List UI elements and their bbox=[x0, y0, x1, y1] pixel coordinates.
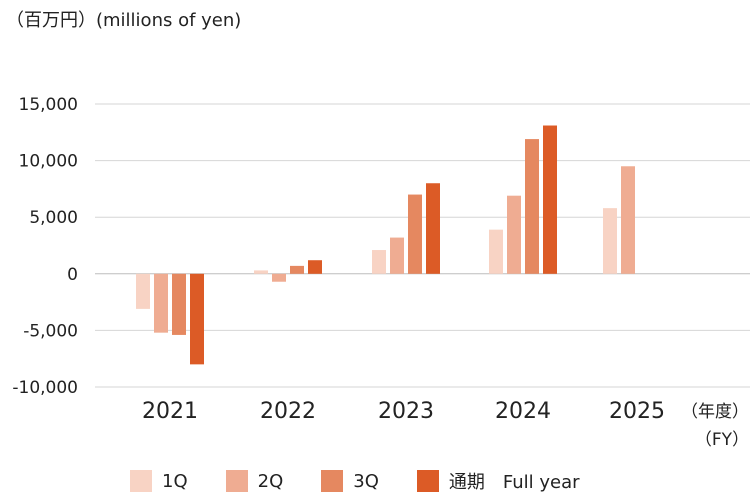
bar-2023-3 bbox=[408, 194, 422, 274]
bar-2022-4 bbox=[308, 260, 322, 274]
bar-2022-1 bbox=[254, 270, 268, 274]
bar-2022-3 bbox=[290, 265, 304, 274]
legend-swatch-3q bbox=[321, 470, 344, 492]
unit-label: （百万円）(millions of yen) bbox=[6, 10, 242, 31]
bar-2021-4 bbox=[190, 273, 204, 365]
x-tick-label: 2025 bbox=[609, 399, 665, 424]
legend-item-2q: 2Q bbox=[225, 470, 284, 492]
legend-swatch-full-year bbox=[416, 470, 439, 492]
bar-2021-3 bbox=[172, 273, 186, 335]
legend-item-1q: 1Q bbox=[130, 470, 188, 492]
y-tick-label: 0 bbox=[67, 265, 78, 285]
y-tick-label: -10,000 bbox=[12, 378, 78, 398]
y-axis-ticks: 15,000 10,000 5,000 0 -5,000 -10,000 bbox=[12, 95, 78, 398]
x-tick-label: 2024 bbox=[495, 399, 551, 424]
y-tick-label: 15,000 bbox=[19, 95, 78, 115]
bar-2024-1 bbox=[489, 229, 503, 274]
legend-label-1q: 1Q bbox=[162, 470, 188, 492]
legend-swatch-1q bbox=[130, 470, 152, 492]
gridlines bbox=[95, 103, 750, 388]
x-tick-label: 2023 bbox=[378, 399, 434, 424]
bar-2025-2 bbox=[621, 166, 635, 274]
bar-2023-4 bbox=[426, 183, 440, 274]
x-tick-label: 2021 bbox=[142, 399, 198, 424]
legend: 1Q 2Q 3Q 通期 Full year bbox=[130, 468, 580, 494]
legend-label-full-year: 通期 Full year bbox=[448, 472, 580, 493]
legend-label-3q: 3Q bbox=[353, 470, 379, 492]
bar-2022-2 bbox=[272, 273, 286, 282]
x-unit-label-en: （FY） bbox=[695, 430, 749, 450]
y-tick-label: 5,000 bbox=[29, 208, 78, 228]
bar-2025-1 bbox=[603, 208, 617, 274]
bar-2023-2 bbox=[390, 237, 404, 274]
y-tick-label: -5,000 bbox=[23, 321, 78, 341]
bar-2021-2 bbox=[154, 273, 168, 333]
legend-item-full-year: 通期 Full year bbox=[416, 468, 580, 494]
bar-2024-4 bbox=[543, 125, 557, 274]
bar-2024-2 bbox=[507, 195, 521, 274]
bar-2024-3 bbox=[525, 139, 539, 274]
x-unit-label-ja: （年度） bbox=[681, 402, 749, 422]
x-tick-label: 2022 bbox=[260, 399, 316, 424]
legend-label-2q: 2Q bbox=[257, 470, 284, 492]
y-tick-label: 10,000 bbox=[19, 152, 78, 172]
bars bbox=[136, 125, 635, 365]
legend-swatch-2q bbox=[225, 470, 248, 492]
legend-item-3q: 3Q bbox=[321, 470, 379, 492]
bar-2021-1 bbox=[136, 273, 150, 309]
x-axis-ticks: 2021 2022 2023 2024 2025 bbox=[142, 399, 665, 424]
bar-2023-1 bbox=[372, 250, 386, 274]
